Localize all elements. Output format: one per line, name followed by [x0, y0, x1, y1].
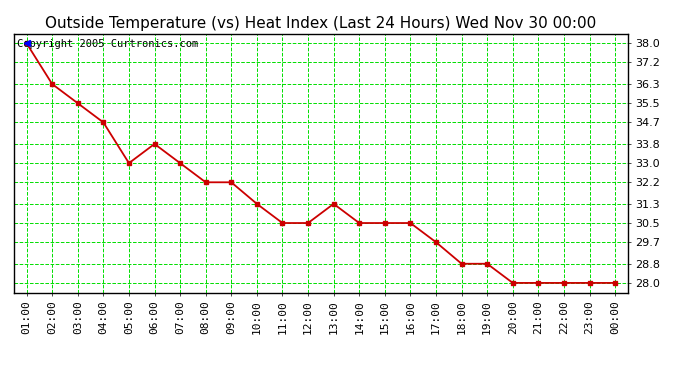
Text: Copyright 2005 Curtronics.com: Copyright 2005 Curtronics.com [17, 39, 198, 49]
Title: Outside Temperature (vs) Heat Index (Last 24 Hours) Wed Nov 30 00:00: Outside Temperature (vs) Heat Index (Las… [46, 16, 596, 31]
